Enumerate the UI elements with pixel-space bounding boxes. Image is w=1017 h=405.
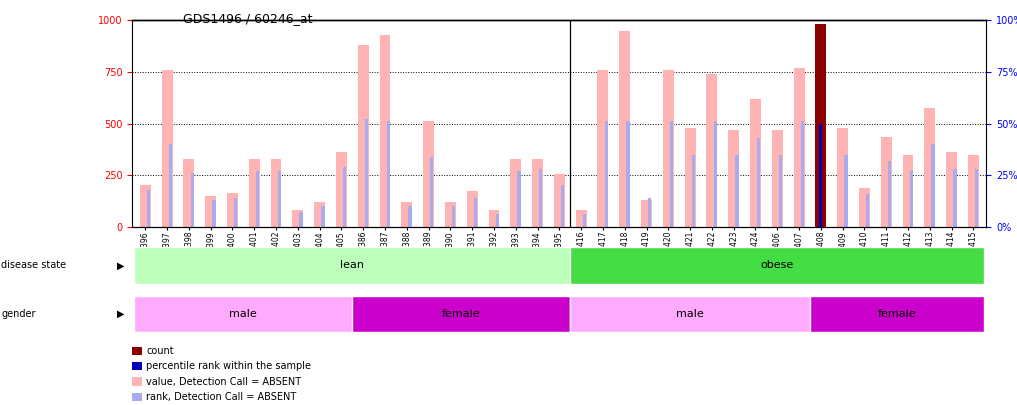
Bar (598, 70, 608, 227)
Bar (663, 70, 673, 227)
Text: value, Detection Call = ABSENT: value, Detection Call = ABSENT (146, 377, 302, 386)
Bar (844, 154, 847, 227)
Bar (924, 108, 936, 227)
Bar (205, 196, 216, 227)
Bar (561, 185, 564, 227)
Bar (968, 154, 978, 227)
Bar (707, 74, 717, 227)
Bar (932, 144, 935, 227)
Bar (518, 171, 521, 227)
Bar (386, 122, 390, 227)
Bar (793, 68, 804, 227)
Bar (321, 206, 324, 227)
Bar (365, 119, 368, 227)
Bar (162, 70, 173, 227)
Bar (866, 194, 870, 227)
Bar (511, 159, 521, 227)
Text: ▶: ▶ (117, 309, 124, 319)
Bar (757, 138, 761, 227)
Bar (953, 169, 957, 227)
Text: percentile rank within the sample: percentile rank within the sample (146, 361, 311, 371)
Text: female: female (442, 309, 481, 319)
Bar (213, 200, 216, 227)
Bar (735, 154, 738, 227)
Text: count: count (146, 346, 174, 356)
Bar (402, 202, 412, 227)
Bar (256, 171, 259, 227)
Bar (352, 296, 571, 332)
Bar (423, 122, 434, 227)
Bar (859, 188, 870, 227)
Bar (648, 198, 652, 227)
Bar (626, 122, 630, 227)
Bar (946, 152, 957, 227)
Bar (684, 128, 696, 227)
Bar (604, 122, 608, 227)
Bar (278, 171, 281, 227)
Bar (183, 159, 194, 227)
Bar (134, 247, 571, 284)
Bar (495, 214, 499, 227)
Bar (467, 191, 478, 227)
Text: female: female (878, 309, 916, 319)
Text: GDS1496 / 60246_at: GDS1496 / 60246_at (183, 12, 312, 25)
Bar (692, 154, 695, 227)
Text: male: male (230, 309, 257, 319)
Bar (837, 128, 848, 227)
Bar (810, 296, 984, 332)
Bar (714, 122, 717, 227)
Text: disease state: disease state (1, 260, 66, 270)
Text: lean: lean (341, 260, 364, 270)
Bar (249, 159, 259, 227)
Bar (430, 157, 433, 227)
Bar (190, 173, 194, 227)
Bar (234, 198, 237, 227)
Bar (909, 171, 913, 227)
Bar (670, 122, 673, 227)
Bar (583, 214, 586, 227)
Bar (452, 206, 456, 227)
Bar (816, 24, 826, 227)
Text: rank, Detection Call = ABSENT: rank, Detection Call = ABSENT (146, 392, 297, 402)
Bar (140, 185, 151, 227)
Bar (358, 45, 368, 227)
Bar (571, 296, 810, 332)
Bar (379, 35, 391, 227)
Bar (299, 212, 303, 227)
Bar (532, 159, 543, 227)
Bar (728, 130, 739, 227)
Text: male: male (676, 309, 704, 319)
Bar (343, 167, 347, 227)
Bar (293, 210, 303, 227)
Bar (903, 154, 913, 227)
Bar (409, 206, 412, 227)
Bar (779, 154, 782, 227)
Bar (975, 169, 978, 227)
Bar (772, 130, 783, 227)
Bar (539, 169, 542, 227)
Bar (488, 210, 499, 227)
Bar (227, 193, 238, 227)
Text: gender: gender (1, 309, 36, 319)
Bar (641, 200, 652, 227)
Bar (750, 99, 761, 227)
Bar (169, 144, 172, 227)
Bar (576, 210, 587, 227)
Bar (888, 161, 891, 227)
Bar (619, 31, 631, 227)
Bar (314, 202, 325, 227)
Bar (336, 152, 347, 227)
Bar (881, 137, 892, 227)
Bar (474, 198, 477, 227)
Bar (554, 174, 564, 227)
Bar (146, 190, 151, 227)
Bar (444, 202, 456, 227)
Text: ▶: ▶ (117, 260, 124, 270)
Text: obese: obese (761, 260, 794, 270)
Bar (134, 296, 352, 332)
Bar (820, 124, 823, 227)
Bar (271, 159, 282, 227)
Bar (800, 122, 804, 227)
Bar (571, 247, 984, 284)
